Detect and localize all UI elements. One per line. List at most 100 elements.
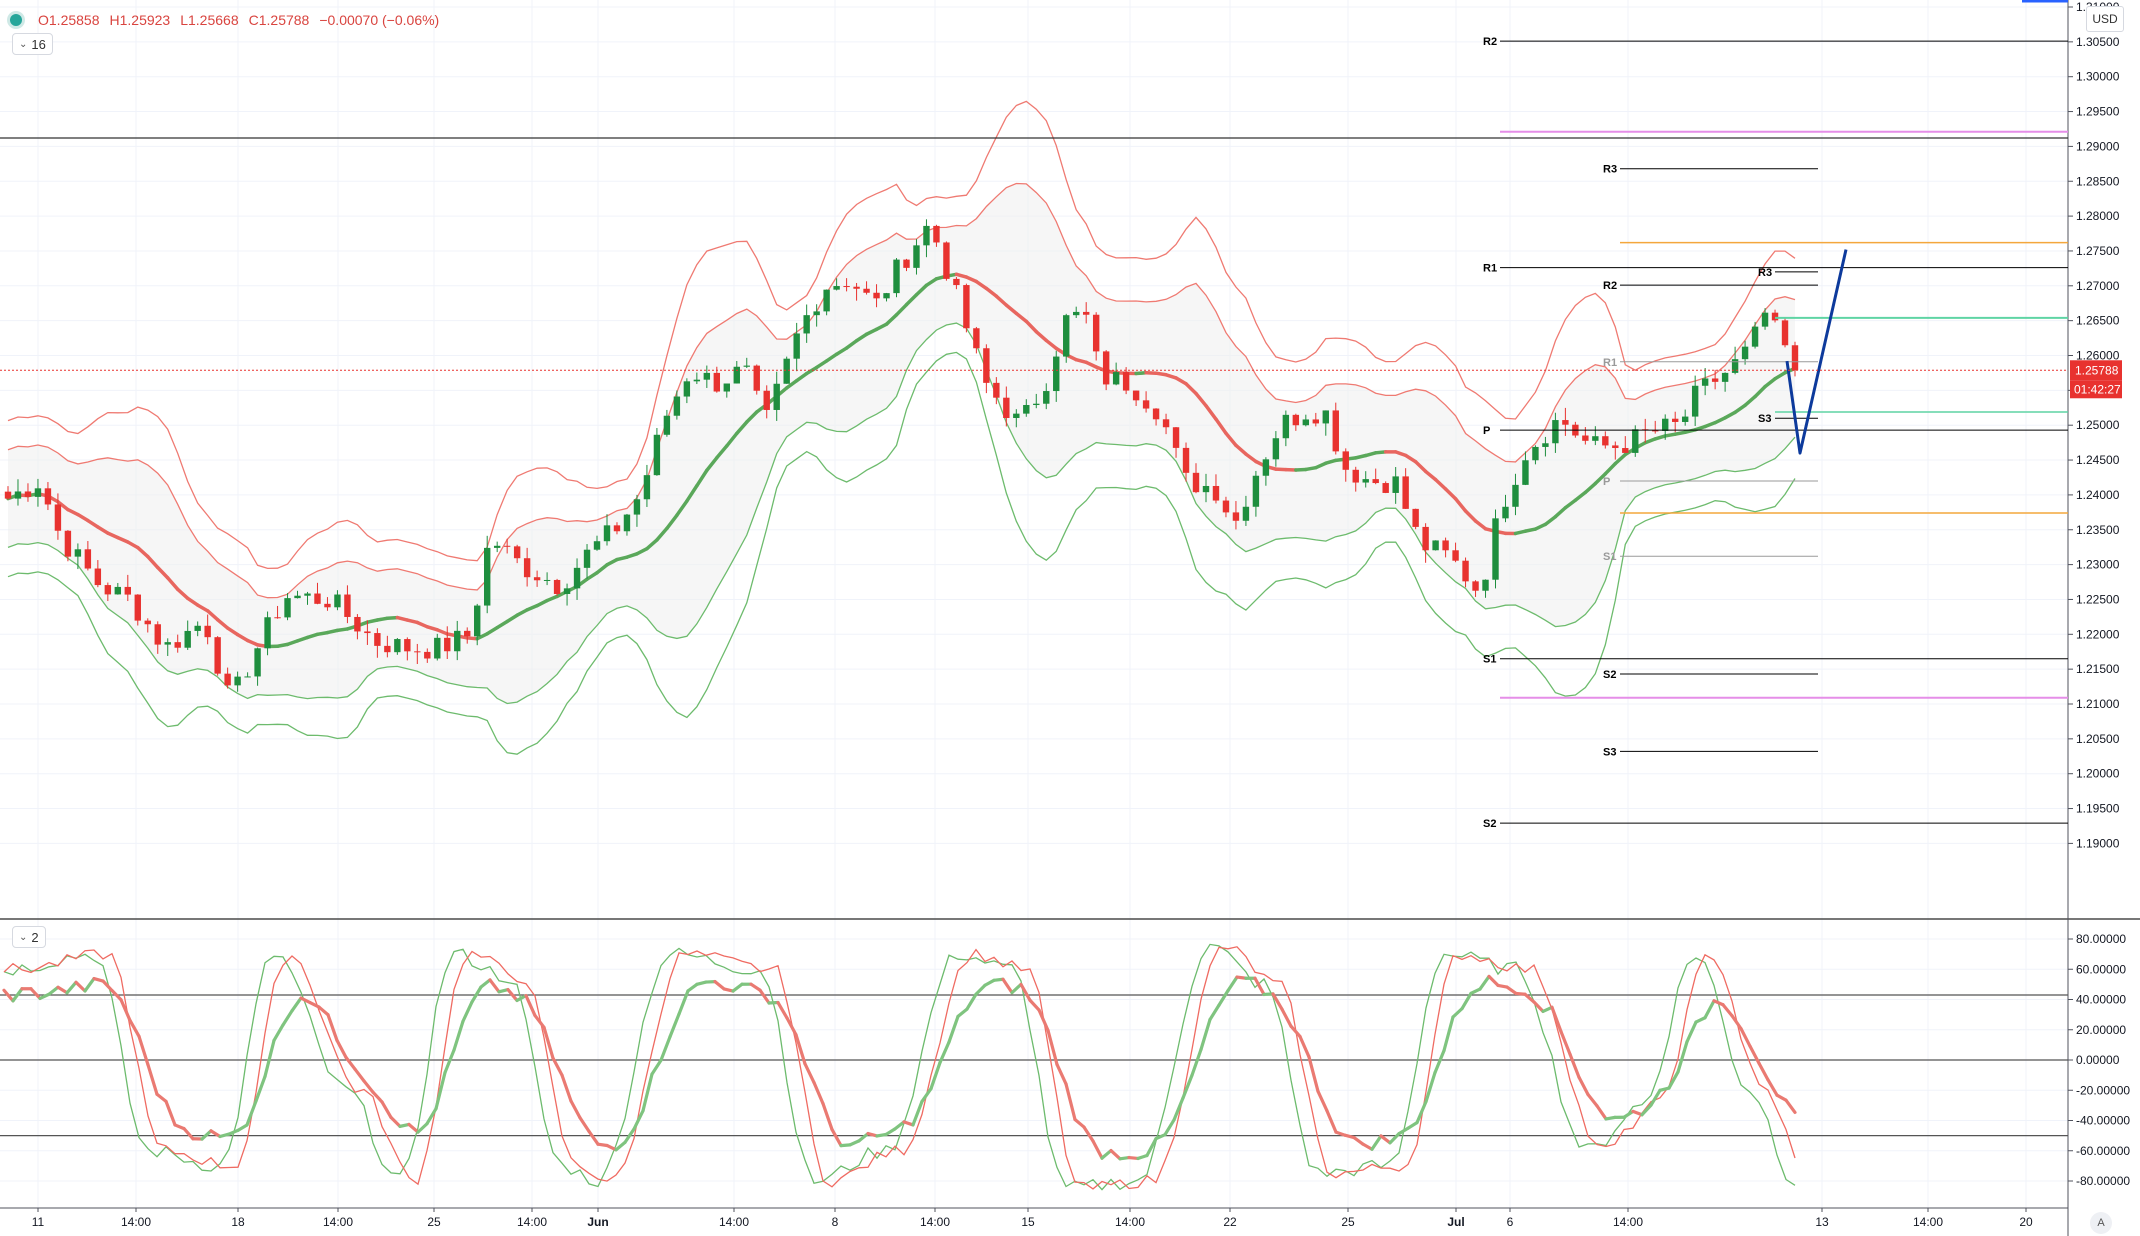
osc-tick-label: -40.00000 xyxy=(2076,1114,2130,1128)
candle-body xyxy=(973,328,980,349)
bollinger-basis-segment xyxy=(155,565,170,580)
bollinger-basis-segment xyxy=(665,513,679,531)
candle-body xyxy=(244,676,251,678)
currency-button[interactable]: USD xyxy=(2086,6,2124,32)
bollinger-basis-segment xyxy=(435,628,450,636)
price-tick-label: 1.28500 xyxy=(2076,174,2120,188)
oscillator-signal-segment xyxy=(731,982,744,993)
oscillator-signal-segment xyxy=(1775,1093,1788,1102)
candle-body xyxy=(893,259,900,294)
bollinger-basis-segment xyxy=(585,571,599,581)
candle-body xyxy=(693,379,701,382)
indicator-count: 16 xyxy=(31,36,46,52)
indicator-collapse-button[interactable]: ⌄ 16 xyxy=(12,33,53,55)
oscillator-signal-segment xyxy=(1172,1096,1185,1122)
bollinger-basis-segment xyxy=(725,431,739,448)
bollinger-basis-segment xyxy=(1413,459,1428,474)
candle-body xyxy=(234,676,241,686)
candle-body xyxy=(583,549,591,568)
oscillator-signal-segment xyxy=(1712,999,1725,1007)
candle-body xyxy=(753,365,760,391)
oscillator-signal-segment xyxy=(1676,1040,1689,1074)
pivot-label: S1 xyxy=(1603,551,1616,563)
oscillator-signal-segment xyxy=(1163,1118,1176,1137)
oscillator-collapse-button[interactable]: ⌄ 2 xyxy=(12,926,46,948)
candle-body xyxy=(1462,560,1469,582)
oscillator-signal-segment xyxy=(416,1122,429,1134)
candle-body xyxy=(1652,430,1659,432)
candle-body xyxy=(54,504,62,531)
candle-body xyxy=(843,286,850,288)
candle-body xyxy=(563,588,571,594)
oscillator-signal-segment xyxy=(1469,987,1482,995)
bollinger-basis-segment xyxy=(415,620,430,629)
oscillator-signal-segment xyxy=(2,988,15,1003)
chevron-down-icon: ⌄ xyxy=(19,38,28,50)
oscillator-signal-segment xyxy=(1145,1137,1158,1158)
candle-body xyxy=(1721,372,1729,382)
bollinger-basis-segment xyxy=(285,639,300,647)
oscillator-signal-segment xyxy=(686,982,699,993)
bollinger-basis-segment xyxy=(675,499,689,518)
candle-body xyxy=(1222,500,1230,513)
auto-scale-button[interactable]: A xyxy=(2090,1212,2112,1234)
candle-body xyxy=(873,292,880,299)
candle-body xyxy=(474,605,481,637)
oscillator-signal-segment xyxy=(119,998,132,1023)
oscillator-signal-segment xyxy=(515,994,528,1003)
bollinger-basis-segment xyxy=(1234,443,1248,456)
forecast-path xyxy=(1785,249,1848,455)
oscillator-signal-segment xyxy=(452,1019,465,1052)
candle-body xyxy=(1582,435,1589,441)
osc-tick-label: -80.00000 xyxy=(2076,1174,2130,1188)
oscillator-signal-segment xyxy=(1028,998,1041,1012)
oscillator-signal-segment xyxy=(1730,1014,1743,1031)
candle-body xyxy=(1322,410,1329,424)
candle-body xyxy=(603,525,611,542)
candle-body xyxy=(1542,443,1549,447)
oscillator-signal-segment xyxy=(1271,992,1284,1011)
candle-body xyxy=(324,603,331,608)
candle-body xyxy=(34,488,42,497)
candle-body xyxy=(224,673,231,686)
bollinger-basis-segment xyxy=(1194,391,1208,408)
bollinger-basis-segment xyxy=(695,468,709,488)
oscillator-signal-segment xyxy=(605,1143,618,1152)
oscillator-signal-segment xyxy=(1694,1016,1707,1024)
candle-body xyxy=(314,593,321,604)
time-tick-label: 14:00 xyxy=(517,1215,547,1229)
oscillator-signal-segment xyxy=(299,996,312,1005)
outer-lower-band xyxy=(7,351,1796,755)
oscillator-signal-segment xyxy=(929,1060,942,1091)
time-tick-label: 14:00 xyxy=(719,1215,749,1229)
candle-body xyxy=(334,594,341,608)
time-tick-label: 22 xyxy=(1223,1215,1237,1229)
oscillator-signal-segment xyxy=(1541,1005,1554,1013)
osc-tick-label: 80.00000 xyxy=(2076,932,2126,946)
oscillator-signal-segment xyxy=(344,1055,357,1071)
bollinger-basis-segment xyxy=(1214,417,1228,436)
candle-body xyxy=(144,620,151,625)
oscillator-signal-segment xyxy=(1154,1133,1167,1141)
time-tick-label: Jun xyxy=(587,1215,608,1229)
bollinger-basis-segment xyxy=(844,338,859,350)
candle-body xyxy=(1112,372,1120,385)
oscillator-signal-segment xyxy=(1109,1148,1122,1161)
oscillator-signal-segment xyxy=(1019,982,1032,1002)
oscillator-signal-segment xyxy=(1280,1007,1293,1028)
candle-body xyxy=(623,514,631,532)
candle-body xyxy=(194,625,201,631)
oscillator-signal-segment xyxy=(101,979,114,993)
bar-countdown: 01:42:27 xyxy=(2074,382,2121,396)
time-tick-label: 25 xyxy=(427,1215,441,1229)
bollinger-basis-segment xyxy=(894,302,909,317)
oscillator-signal-segment xyxy=(407,1122,420,1134)
bollinger-basis-segment xyxy=(1733,403,1747,415)
bollinger-basis-segment xyxy=(96,525,110,535)
oscillator-signal-segment xyxy=(1316,1089,1329,1113)
bollinger-basis-segment xyxy=(784,378,799,390)
candle-body xyxy=(663,415,671,435)
pivot-label: R1 xyxy=(1603,357,1617,369)
bollinger-basis-segment xyxy=(106,531,120,540)
